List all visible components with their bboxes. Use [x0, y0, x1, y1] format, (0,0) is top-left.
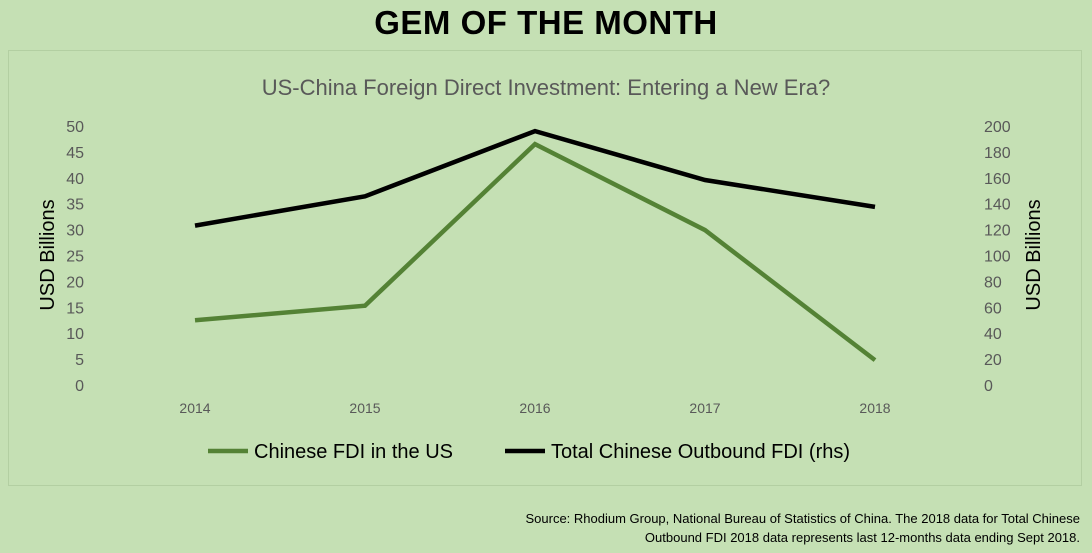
y-tick-right: 0	[984, 378, 993, 395]
x-tick: 2014	[179, 400, 210, 416]
series-line-1	[194, 141, 877, 362]
y-tick-right: 100	[984, 249, 1011, 266]
x-axis-ticks: 2014 2015 2016 2017 2018	[179, 400, 890, 416]
y-tick-left: 45	[66, 145, 84, 162]
y-axis-ticks-right: 0 20 40 60 80 100 120 140 160 180 200	[984, 119, 1011, 395]
x-tick: 2016	[519, 400, 550, 416]
y-tick-right: 80	[984, 274, 1002, 291]
y-tick-right: 180	[984, 145, 1011, 162]
y-axis-label-right: USD Billions	[1023, 199, 1045, 310]
y-tick-left: 40	[66, 171, 84, 188]
y-tick-left: 35	[66, 197, 84, 214]
legend-label-1: Chinese FDI in the US	[254, 441, 453, 463]
fdi-line-chart: US-China Foreign Direct Investment: Ente…	[37, 75, 1045, 463]
source-line-1: Source: Rhodium Group, National Bureau o…	[525, 511, 1080, 526]
legend-label-2: Total Chinese Outbound FDI (rhs)	[551, 441, 850, 463]
y-tick-right: 60	[984, 300, 1002, 317]
y-tick-right: 160	[984, 171, 1011, 188]
y-tick-left: 10	[66, 326, 84, 343]
x-tick: 2017	[689, 400, 720, 416]
x-tick: 2015	[349, 400, 380, 416]
y-tick-left: 5	[75, 352, 84, 369]
y-tick-left: 0	[75, 378, 84, 395]
y-tick-right: 40	[984, 326, 1002, 343]
x-tick: 2018	[859, 400, 890, 416]
legend: Chinese FDI in the US Total Chinese Outbo…	[208, 441, 850, 463]
y-tick-right: 140	[984, 197, 1011, 214]
y-tick-right: 120	[984, 223, 1011, 240]
y-tick-left: 20	[66, 274, 84, 291]
source-line-2: Outbound FDI 2018 data represents last 1…	[644, 530, 1080, 545]
y-tick-left: 25	[66, 249, 84, 266]
y-tick-right: 200	[984, 119, 1011, 136]
y-axis-label-left: USD Billions	[37, 199, 59, 310]
banner-title: GEM OF THE MONTH	[374, 4, 718, 41]
series-lines	[194, 128, 877, 362]
y-tick-left: 50	[66, 119, 84, 136]
y-tick-left: 15	[66, 300, 84, 317]
y-tick-left: 30	[66, 223, 84, 240]
source-note: Source: Rhodium Group, National Bureau o…	[360, 509, 1080, 547]
chart-frame	[8, 50, 1082, 486]
y-axis-ticks-left: 0 5 10 15 20 25 30 35 40 45 50	[66, 119, 84, 395]
y-tick-right: 20	[984, 352, 1002, 369]
chart-title: US-China Foreign Direct Investment: Ente…	[262, 75, 831, 100]
